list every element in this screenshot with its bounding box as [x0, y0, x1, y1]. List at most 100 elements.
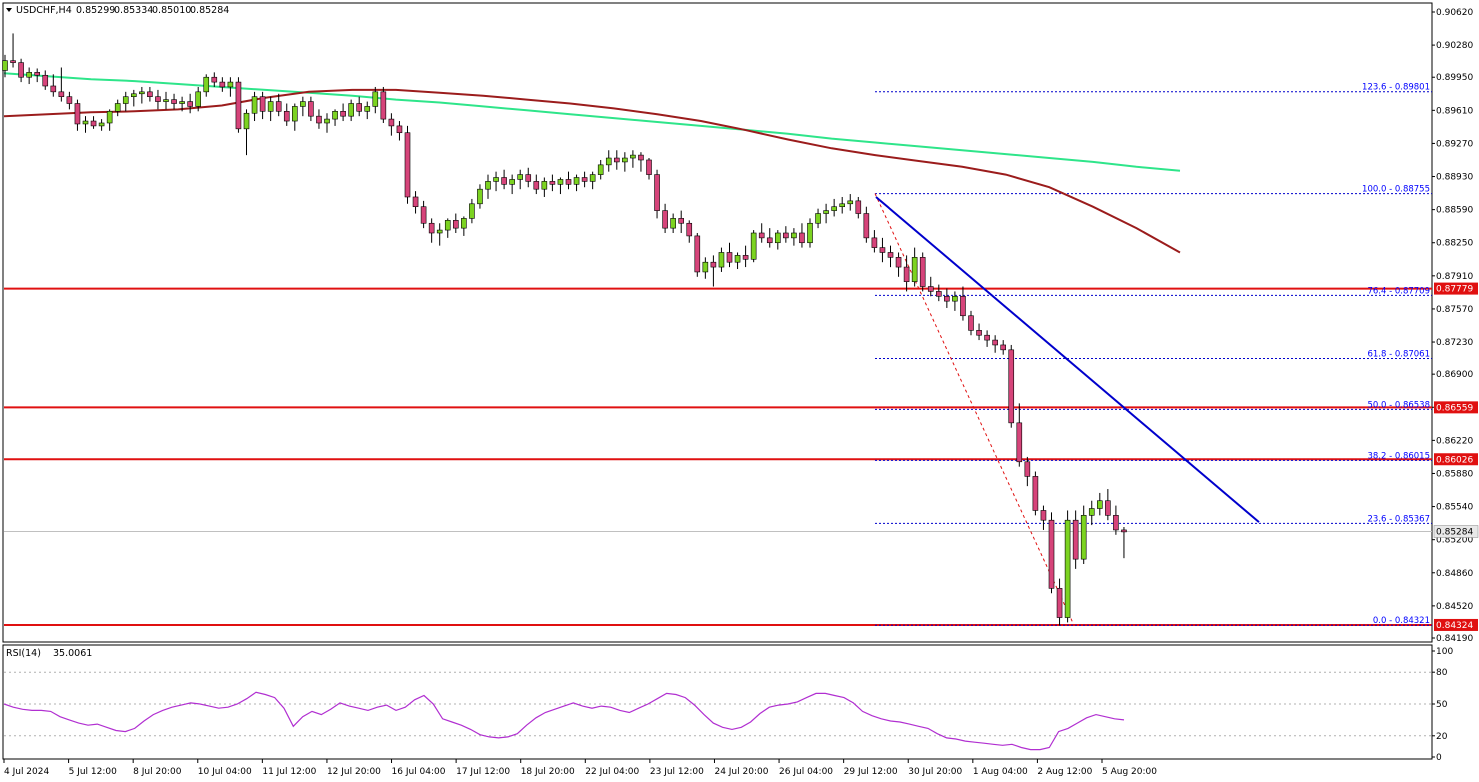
bullish-candle — [291, 106, 298, 122]
bearish-candle — [275, 101, 282, 112]
price-tick-label: 0.87910 — [1436, 272, 1473, 282]
bullish-candle — [461, 218, 467, 229]
price-tick-label: 0.86900 — [1436, 370, 1473, 380]
time-tick-label: 23 Jul 12:00 — [650, 767, 704, 777]
bearish-candle — [863, 213, 870, 239]
bearish-candle — [654, 174, 660, 211]
time-tick-label: 4 Jul 2024 — [4, 767, 49, 777]
rsi-tick-label: 100 — [1436, 647, 1453, 657]
time-tick-label: 26 Jul 04:00 — [779, 767, 833, 777]
bullish-candle — [1088, 508, 1095, 516]
price-tick-label: 0.88250 — [1436, 239, 1473, 249]
bearish-candle — [412, 196, 419, 208]
price-level-box — [1434, 618, 1478, 631]
bearish-candle — [927, 286, 934, 292]
fib-level-label: 23.6 - 0.85367 — [1367, 514, 1430, 524]
bearish-candle — [428, 222, 435, 234]
bearish-candle — [613, 157, 620, 163]
bearish-candle — [1024, 461, 1031, 477]
price-tick-label: 0.89950 — [1436, 73, 1473, 83]
rsi-label: RSI(14) — [6, 648, 41, 659]
bearish-candle — [1113, 515, 1119, 531]
resistance-lines — [4, 287, 1432, 626]
candlesticks — [2, 33, 1127, 626]
rsi-value: 35.0061 — [53, 648, 92, 659]
bearish-candle — [976, 330, 982, 336]
fib-level-label: 50.0 - 0.86538 — [1367, 400, 1430, 410]
bullish-candle — [750, 232, 757, 260]
bullish-candle — [243, 112, 250, 130]
fibonacci-levels: 123.6 - 0.89801 100.0 - 0.88755 76.4 - 0.8… — [874, 83, 1432, 626]
bearish-candle — [452, 220, 459, 229]
bearish-candle — [90, 120, 97, 127]
bearish-candle — [308, 101, 314, 117]
bullish-candle — [1064, 519, 1071, 618]
bearish-candle — [10, 60, 16, 63]
time-tick-label: 1 Aug 04:00 — [973, 767, 1028, 777]
bullish-candle — [485, 181, 491, 190]
price-tick-label: 0.86220 — [1436, 436, 1473, 446]
bullish-candle — [332, 111, 338, 120]
low-price: 0.85010 — [152, 5, 191, 16]
bearish-candle — [1032, 476, 1039, 511]
fib-level-label: 123.6 - 0.89801 — [1362, 83, 1430, 93]
bullish-candle — [839, 203, 846, 208]
price-tick-label: 0.89270 — [1436, 139, 1473, 149]
bullish-candle — [541, 181, 548, 190]
bullish-candle — [831, 206, 837, 211]
bearish-candle — [1040, 510, 1047, 521]
price-tick-label: 0.90620 — [1436, 8, 1473, 18]
bearish-candle — [992, 339, 998, 346]
bullish-candle — [670, 218, 676, 229]
bearish-candle — [42, 74, 49, 87]
current-price-box — [1433, 525, 1479, 538]
price-panel-frame — [2, 2, 1433, 643]
collapse-arrow-icon[interactable] — [6, 8, 12, 12]
bearish-candle — [66, 96, 73, 104]
bearish-candle — [549, 181, 556, 185]
bearish-candle — [726, 252, 733, 263]
bullish-candle — [364, 106, 371, 112]
bearish-candle — [74, 103, 81, 125]
price-tick-label: 0.84190 — [1436, 634, 1473, 644]
bullish-candle — [227, 81, 234, 88]
bullish-candle — [131, 93, 137, 97]
time-tick-label: 17 Jul 12:00 — [456, 767, 510, 777]
open-price: 0.85299 — [76, 5, 115, 16]
bearish-candle — [984, 334, 990, 341]
bullish-candle — [605, 157, 612, 166]
rsi-tick-label: 50 — [1436, 700, 1448, 710]
bullish-candle — [348, 103, 354, 117]
bullish-candle — [82, 120, 89, 125]
bearish-candle — [18, 62, 24, 78]
bullish-candle — [815, 213, 821, 224]
fib-level-label: 0.0 - 0.84321 — [1373, 616, 1430, 626]
ma-fast-line — [3, 72, 1181, 172]
fib-level-label: 38.2 - 0.86015 — [1367, 451, 1430, 461]
fib-swing-line — [874, 193, 1075, 626]
bullish-candle — [179, 101, 185, 104]
bullish-candle — [702, 261, 709, 273]
bearish-candle — [34, 72, 41, 76]
bearish-candle — [1008, 349, 1015, 424]
bullish-candle — [469, 203, 475, 219]
trendlines — [875, 196, 1260, 523]
price-tick-label: 0.84520 — [1436, 602, 1473, 612]
price-level-label: 0.86026 — [1436, 455, 1473, 465]
bullish-candle — [26, 72, 32, 78]
bullish-candle — [267, 101, 274, 112]
bearish-candle — [968, 315, 974, 331]
bearish-candle — [742, 255, 749, 260]
bullish-candle — [106, 111, 113, 124]
bearish-candle — [155, 96, 161, 102]
ma-slow-line — [3, 88, 1181, 254]
bearish-candle — [960, 295, 966, 317]
bullish-candle — [952, 295, 958, 302]
price-level-box — [1434, 282, 1478, 295]
bullish-candle — [1097, 500, 1103, 509]
bearish-candle — [565, 179, 572, 185]
price-tick-label: 0.85200 — [1436, 536, 1473, 546]
